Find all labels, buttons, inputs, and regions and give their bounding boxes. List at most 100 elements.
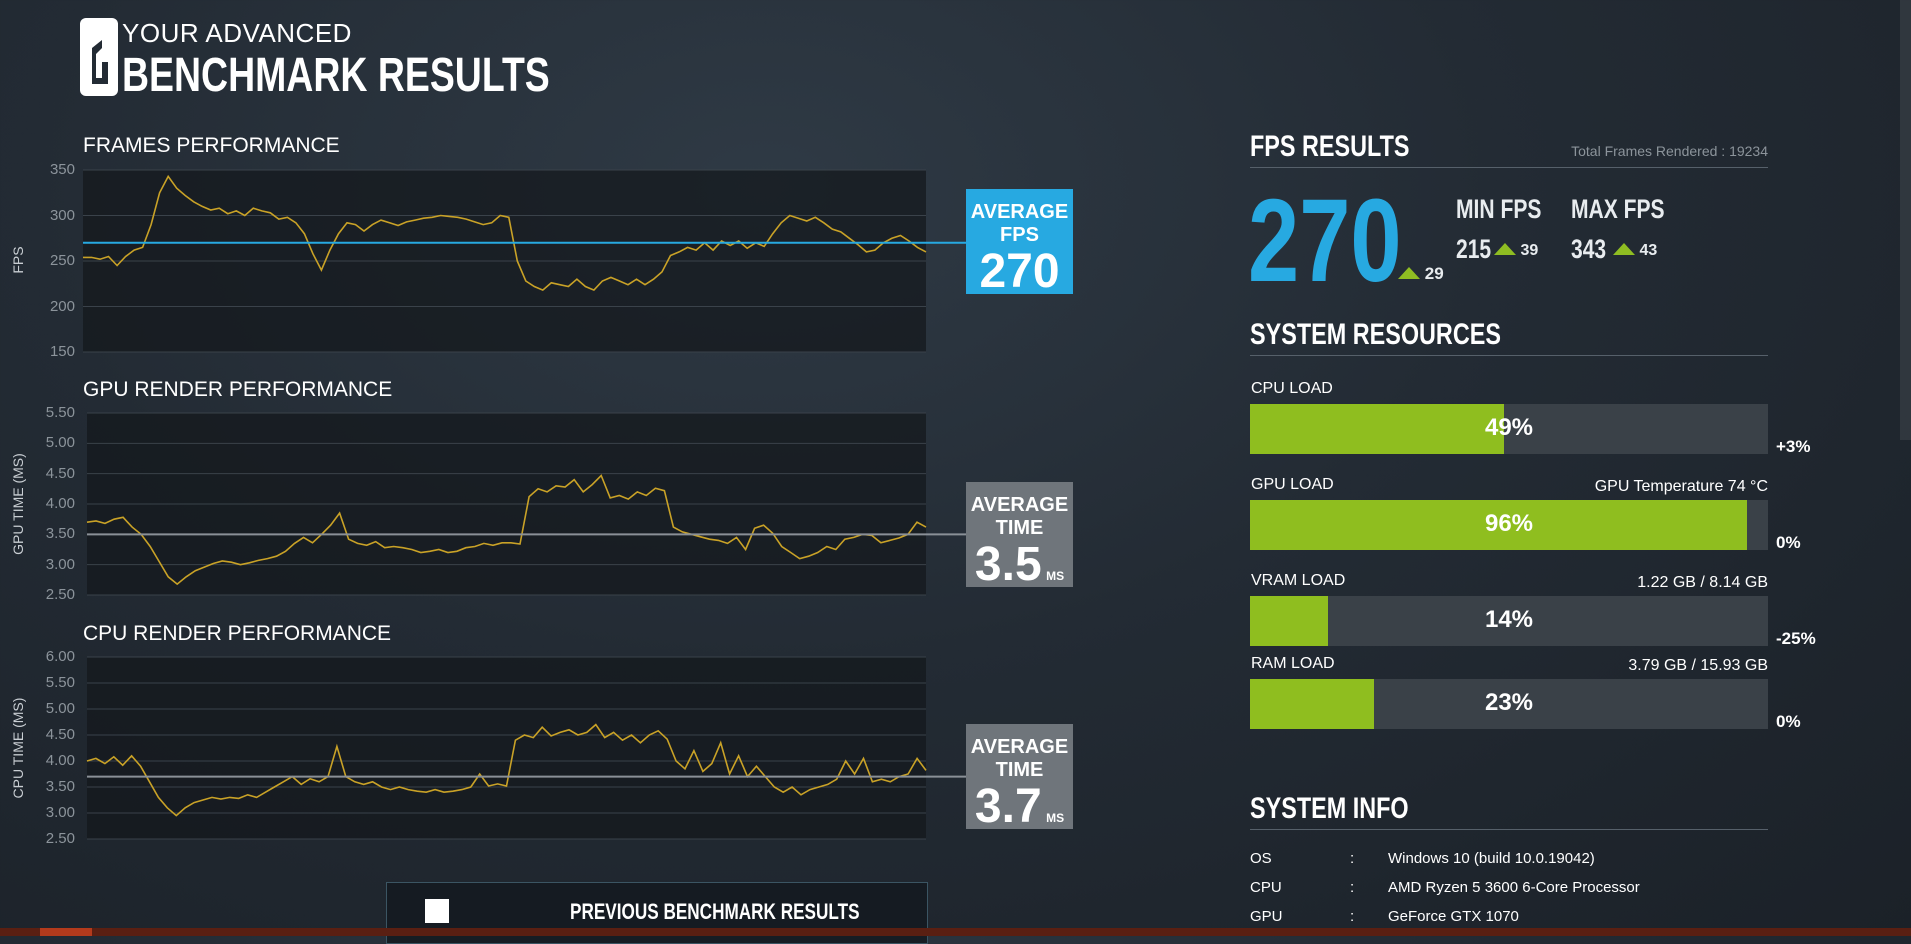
up-arrow-icon [1613,243,1635,255]
system-info-title: SYSTEM INFO [1250,792,1453,826]
y-tick-label: 3.00 [45,804,75,821]
page-title: BENCHMARK RESULTS [122,48,670,103]
info-key: OS [1250,850,1272,867]
page-title-text: BENCHMARK RESULTS [122,49,550,102]
info-value: AMD Ryzen 5 3600 6-Core Processor [1388,879,1640,896]
info-separator: : [1350,908,1355,925]
max-fps-label: MAX FPS [1571,194,1691,225]
resource-label: GPU LOAD [1251,476,1334,493]
previous-results-checkbox[interactable] [425,899,449,923]
gpu-time-axis-label: GPU TIME (MS) [10,453,26,555]
resource-percent: 23% [1484,689,1534,716]
min-fps-delta: 39 [1494,242,1538,260]
resource-bar: 96% [1250,500,1768,550]
average-cpu-time-unit: MS [1046,811,1065,825]
y-tick-label: 5.50 [45,674,75,691]
y-tick-label: 2.50 [45,586,75,603]
y-tick-label: 2.50 [45,830,75,847]
up-arrow-icon [1494,243,1516,255]
taskbar [0,928,1911,936]
average-fps-big: 270 [1248,182,1445,300]
frames-performance-title: FRAMES PERFORMANCE [83,134,340,157]
system-resources-title: SYSTEM RESOURCES [1250,318,1572,352]
system-info-divider [1250,829,1768,830]
info-key: GPU [1250,908,1283,925]
average-gpu-time-value: 3.5 [974,538,1042,591]
y-tick-label: 4.00 [45,495,75,512]
cpu-chart-panel [87,657,926,839]
resource-bar-fill [1250,596,1328,646]
average-fps-delta-value: 29 [1424,264,1444,283]
average-cpu-time-label: AVERAGE TIME [970,736,1069,781]
resource-note: GPU Temperature 74 °C [1594,478,1768,495]
y-tick-label: 5.50 [45,404,75,421]
resource-percent: 14% [1484,606,1534,633]
fps-results-title-text: FPS RESULTS [1250,130,1410,163]
fps-results-divider [1250,167,1768,168]
average-gpu-time-unit: MS [1046,569,1065,583]
max-fps-delta: 43 [1613,242,1657,260]
average-cpu-time-value: 3.7 [974,780,1042,833]
info-separator: : [1350,879,1355,896]
gpu-chart [86,412,966,596]
y-tick-label: 3.00 [45,555,75,573]
resource-note: 1.22 GB / 8.14 GB [1637,574,1768,591]
y-tick-label: 3.50 [45,525,75,543]
y-tick-label: 4.00 [45,752,75,769]
cpu-time-axis-label: CPU TIME (MS) [10,697,26,799]
resource-bar-fill [1250,404,1504,454]
average-fps-label: AVERAGE FPS [970,201,1069,246]
min-fps-value: 215 [1456,234,1501,265]
average-fps-big-value: 270 [1248,175,1402,307]
resource-delta: 0% [1776,712,1801,731]
average-fps-box: AVERAGE FPS 270 [966,189,1073,297]
cpu-chart [86,656,966,840]
average-cpu-time-box: AVERAGE TIME 3.7 MS [966,724,1073,832]
min-fps-label: MIN FPS [1456,194,1566,225]
resource-bar-fill [1250,500,1748,550]
resource-delta: 0% [1776,533,1801,552]
y-tick-label: 250 [49,252,75,269]
info-key: CPU [1250,879,1282,896]
resource-delta: -25% [1776,629,1816,648]
average-gpu-time-box: AVERAGE TIME 3.5 MS [966,482,1073,590]
taskbar-start-button[interactable] [40,928,92,936]
y-tick-label: 6.00 [45,648,75,665]
series-line [83,174,927,292]
scrollbar[interactable] [1900,0,1911,440]
min-fps-value-text: 215 [1456,234,1492,264]
resource-percent: 49% [1484,414,1534,441]
y-tick-label: 3.50 [45,778,75,795]
y-tick-label: 300 [49,206,75,224]
frames-chart [83,169,966,353]
resource-percent: 96% [1484,510,1534,537]
y-tick-label: 4.50 [45,464,75,482]
resource-bar: 14% [1250,596,1768,646]
y-tick-label: 5.00 [45,700,75,717]
system-info-title-text: SYSTEM INFO [1250,792,1409,825]
max-fps-value: 343 [1571,234,1616,265]
max-fps-value-text: 343 [1571,234,1607,264]
resource-bar: 49% [1250,404,1768,454]
y-tick-label: 4.50 [45,726,75,743]
fps-axis-label: FPS [10,246,26,274]
max-fps-delta-value: 43 [1639,242,1658,259]
max-fps-label-text: MAX FPS [1571,194,1665,224]
fps-results-title: FPS RESULTS [1250,130,1454,164]
up-arrow-icon [1398,267,1420,279]
info-separator: : [1350,850,1355,867]
system-resources-divider [1250,355,1768,356]
rainbow-six-logo [80,18,118,96]
resource-delta: +3% [1776,437,1811,456]
resource-label: RAM LOAD [1251,655,1335,672]
total-frames-rendered: Total Frames Rendered : 19234 [1571,143,1768,159]
cpu-render-performance-title: CPU RENDER PERFORMANCE [83,622,392,645]
resource-label: VRAM LOAD [1251,572,1346,589]
average-fps-delta: 29 [1398,264,1444,284]
min-fps-label-text: MIN FPS [1456,194,1542,224]
info-value: GeForce GTX 1070 [1388,908,1519,925]
system-resources-title-text: SYSTEM RESOURCES [1250,318,1501,351]
series-line [86,723,927,817]
resource-label: CPU LOAD [1251,380,1333,397]
gpu-render-performance-title: GPU RENDER PERFORMANCE [83,378,393,401]
